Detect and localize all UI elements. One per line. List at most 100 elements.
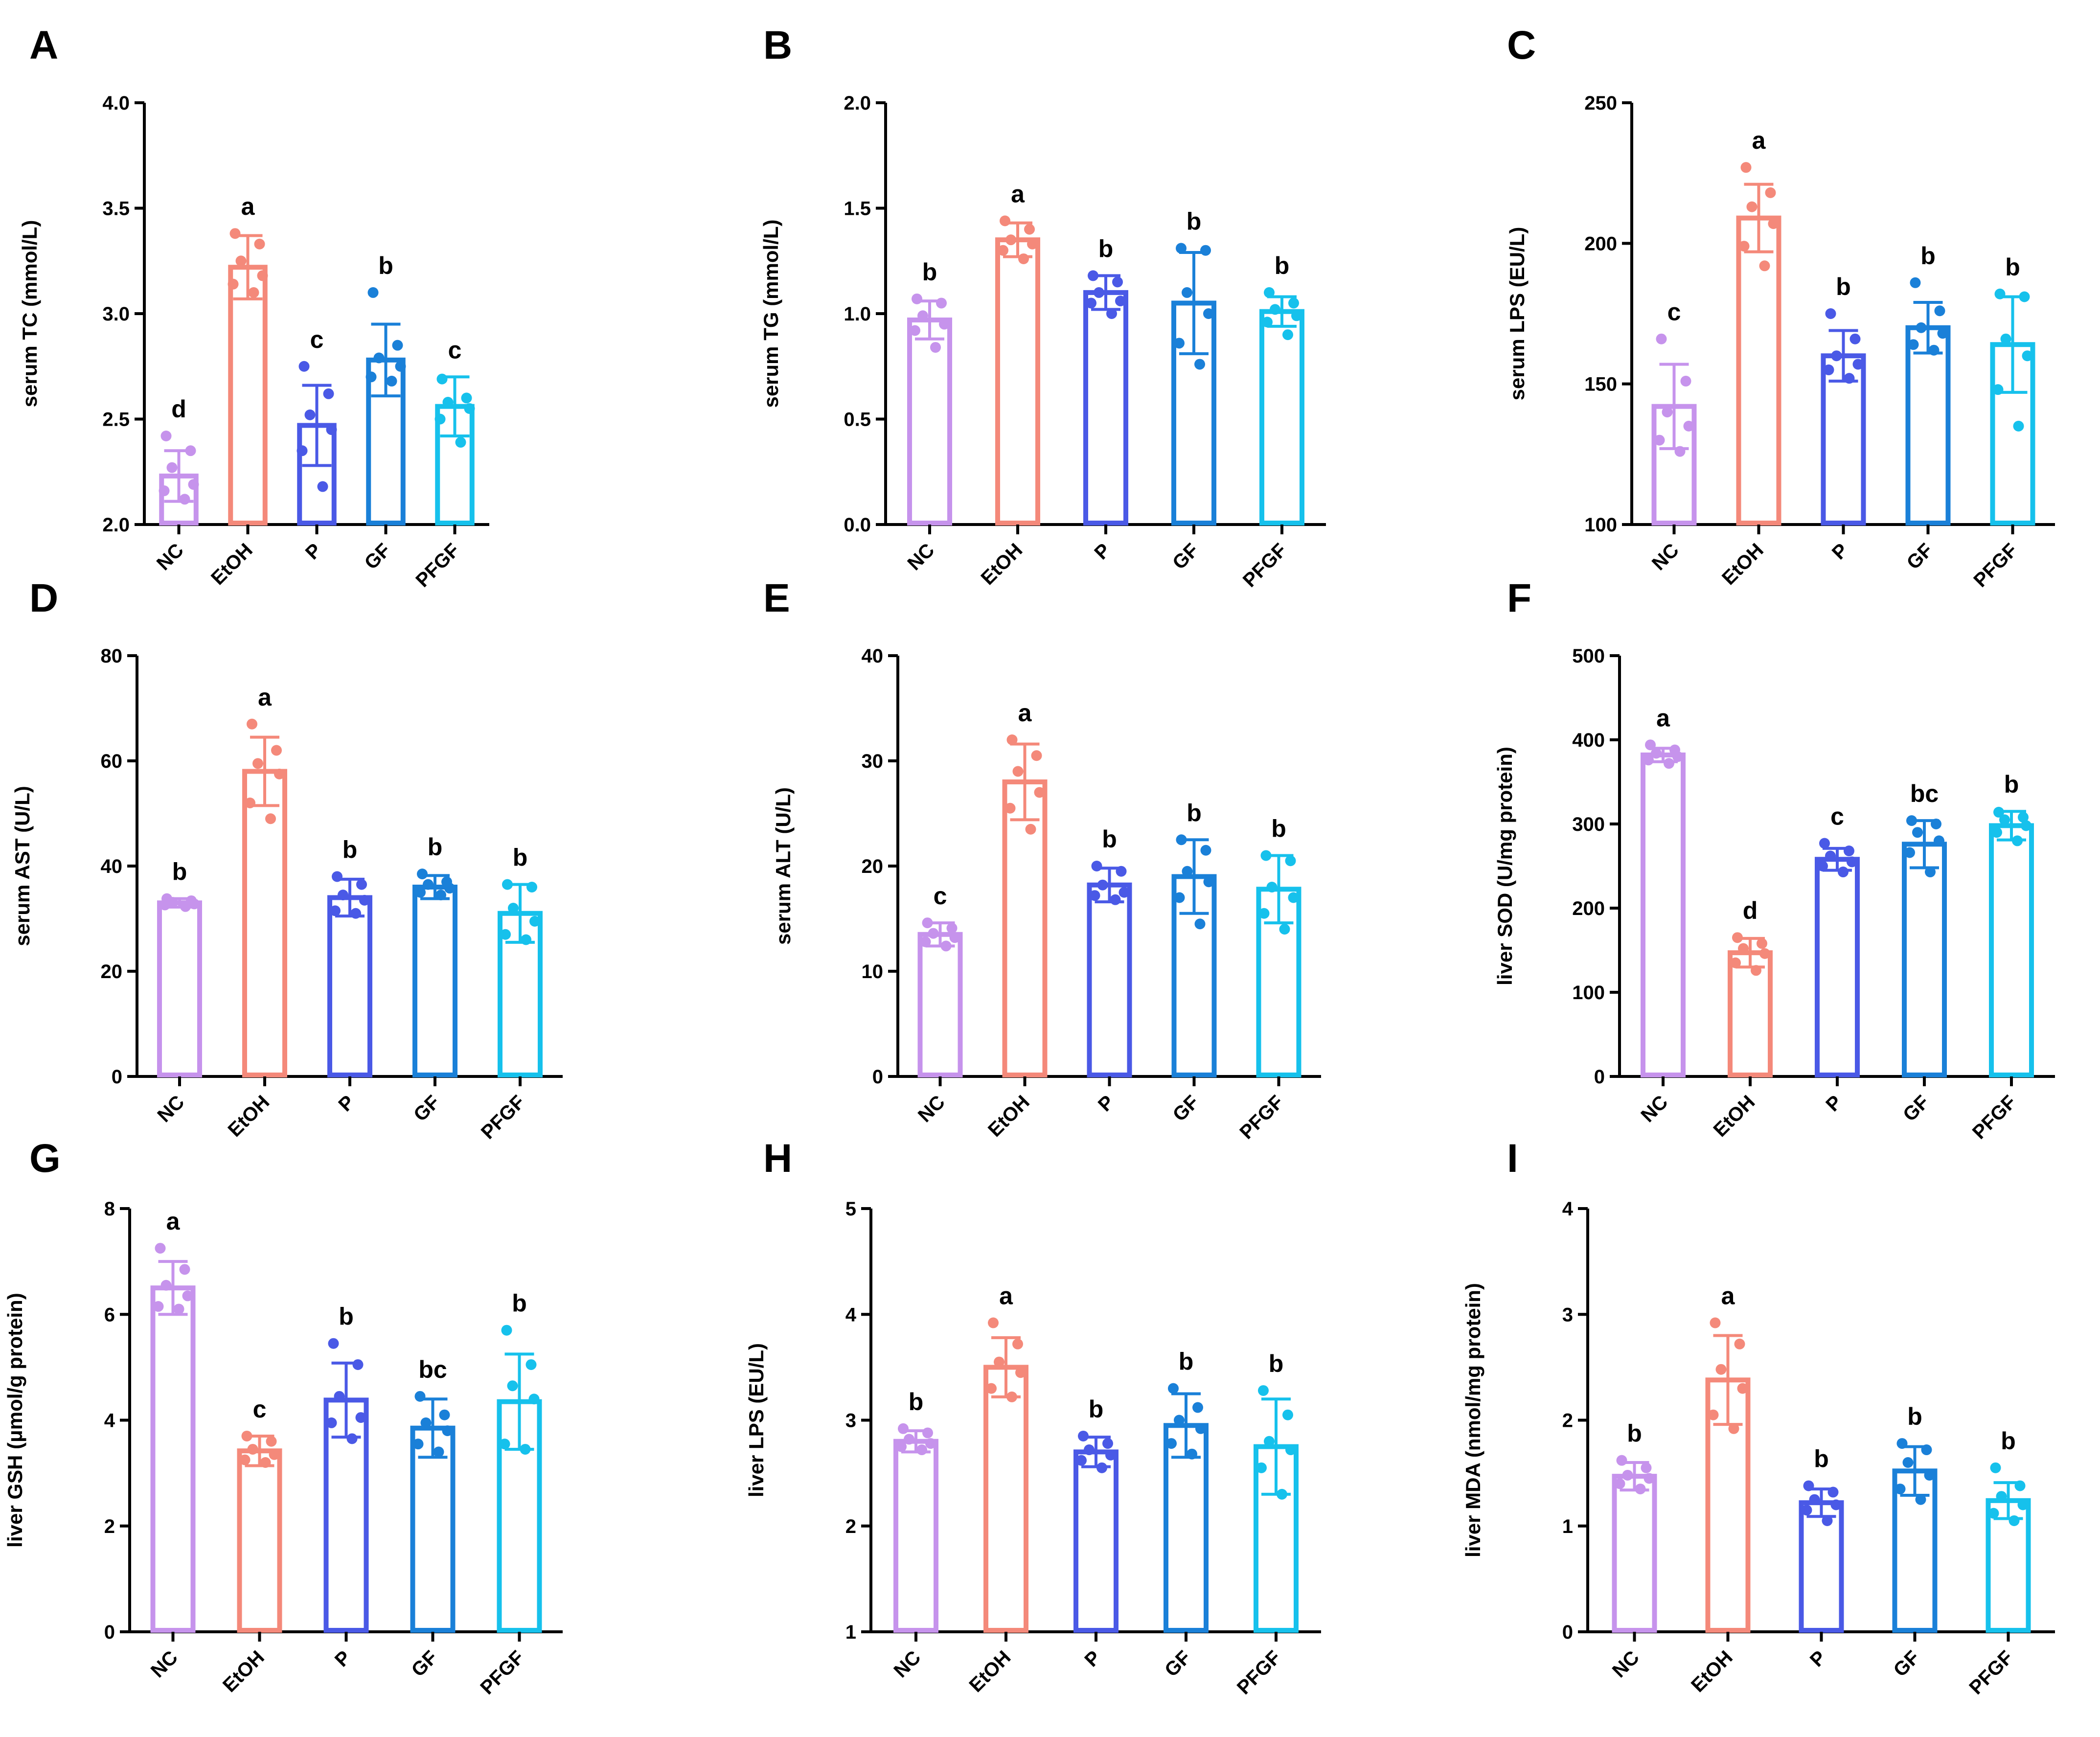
data-point (241, 1430, 252, 1441)
y-tick-label: 2 (1562, 1410, 1573, 1432)
data-point (373, 352, 385, 364)
y-tick-label: 200 (1584, 233, 1617, 254)
significance-letter: b (1814, 1445, 1829, 1473)
data-point (328, 1338, 339, 1349)
data-point (1166, 1438, 1177, 1449)
x-category-label: NC (1608, 1646, 1643, 1682)
data-point (2021, 820, 2032, 831)
data-point (239, 1454, 251, 1465)
data-point (1616, 1455, 1627, 1466)
data-point (1912, 827, 1923, 838)
data-point (1285, 1444, 1296, 1456)
bar-nc (150, 1285, 196, 1633)
data-point (1176, 834, 1187, 846)
data-point (1012, 1338, 1023, 1349)
x-category-label: NC (153, 539, 188, 574)
data-point (254, 238, 265, 250)
x-category-label: EtOH (219, 1646, 269, 1696)
data-point (1738, 943, 1749, 954)
data-point (1759, 260, 1770, 272)
data-point (912, 293, 922, 304)
data-point (499, 1439, 510, 1450)
data-point (1260, 850, 1272, 861)
y-tick-label: 2 (845, 1516, 856, 1537)
y-tick-label: 2 (104, 1516, 115, 1537)
data-point (1847, 856, 1857, 868)
y-tick-label: 100 (1584, 514, 1617, 536)
y-tick-label: 1 (1562, 1516, 1573, 1537)
data-point (1015, 1367, 1026, 1378)
significance-letter: a (241, 193, 255, 220)
data-point (1187, 1448, 1197, 1460)
y-tick-label: 0.5 (844, 409, 871, 431)
data-point (442, 397, 454, 408)
x-category-label: GF (1902, 539, 1937, 573)
data-point (247, 1443, 258, 1455)
data-point (1264, 1436, 1275, 1447)
bar-gf (1902, 842, 1947, 1078)
y-tick-label: 0 (112, 1066, 122, 1088)
data-point (1730, 957, 1741, 968)
x-category-label: PFGF (1968, 1091, 2021, 1143)
x-category-label: NC (147, 1646, 182, 1682)
y-tick-label: 10 (862, 961, 884, 983)
data-point (1270, 304, 1280, 315)
data-point (1924, 1469, 1935, 1481)
bar-p (1073, 1449, 1118, 1633)
y-tick-label: 4.0 (102, 92, 130, 114)
x-category-label: P (1828, 539, 1852, 564)
y-tick-label: 40 (862, 645, 884, 667)
data-point (1728, 1423, 1739, 1434)
significance-letter: a (1018, 699, 1032, 727)
data-point (1991, 827, 2002, 838)
data-point (1264, 287, 1275, 298)
data-point (1168, 1383, 1179, 1394)
y-axis-label: liver MDA (nmol/mg protein) (1461, 1283, 1484, 1557)
data-point (359, 894, 370, 906)
significance-letter: b (172, 858, 187, 886)
data-point (330, 905, 341, 916)
data-point (1105, 1449, 1116, 1461)
bar-nc (917, 932, 963, 1077)
x-category-label: GF (1889, 1646, 1923, 1681)
data-point (2014, 1480, 2026, 1491)
y-tick-label: 80 (101, 645, 123, 667)
significance-letter: b (1089, 1395, 1104, 1423)
bar-nc (893, 1439, 938, 1633)
data-point (1025, 823, 1036, 835)
data-point (1895, 1484, 1906, 1495)
y-tick-label: 3 (845, 1410, 856, 1432)
significance-letter: b (428, 833, 443, 861)
significance-letter: b (1275, 252, 1290, 279)
x-category-label: NC (903, 539, 938, 574)
panel-letter: B (763, 23, 792, 68)
x-category-label: GF (1899, 1091, 1933, 1125)
data-point (1904, 847, 1915, 858)
data-point (1801, 1505, 1812, 1516)
data-point (274, 768, 285, 779)
data-point (1746, 201, 1758, 212)
panel-letter: A (29, 23, 58, 68)
data-point (1194, 918, 1206, 930)
x-category-label: EtOH (1710, 1091, 1759, 1141)
data-point (332, 871, 342, 882)
data-point (1683, 420, 1694, 432)
data-point (1277, 1488, 1287, 1500)
data-point (386, 375, 397, 387)
data-point (1910, 277, 1921, 288)
data-point (1000, 215, 1010, 227)
panel-letter: G (29, 1136, 61, 1181)
data-point (1282, 329, 1293, 341)
data-point (464, 403, 475, 414)
significance-letter: a (258, 684, 272, 711)
data-point (439, 1409, 450, 1420)
data-point (1641, 1462, 1652, 1473)
data-point (502, 879, 513, 890)
significance-letter: bc (418, 1356, 447, 1383)
data-point (265, 813, 276, 824)
data-point (500, 929, 511, 940)
